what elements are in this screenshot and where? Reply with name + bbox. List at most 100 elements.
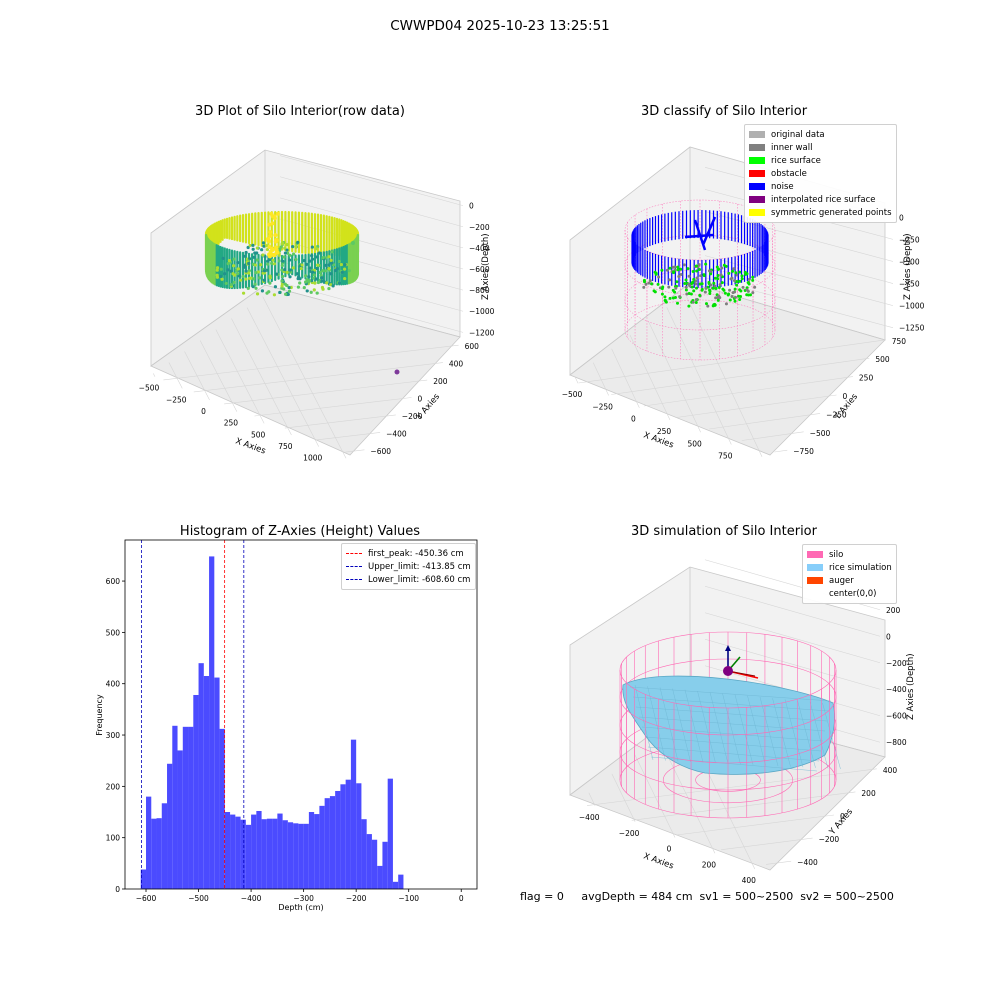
data-point xyxy=(251,285,255,289)
rice-point xyxy=(665,268,669,272)
legend-label: Lower_limit: -608.60 cm xyxy=(368,574,471,585)
x-axis-label: Depth (cm) xyxy=(278,903,323,912)
x-tick-label: 200 xyxy=(702,860,717,869)
data-point xyxy=(314,247,319,251)
y-tick-labels: 0 100 200 300 400 500 600 xyxy=(106,577,125,894)
data-point xyxy=(325,281,329,285)
data-point xyxy=(316,280,321,285)
data-point xyxy=(272,214,277,219)
rice-point xyxy=(718,296,722,300)
rice-point xyxy=(660,268,664,272)
rice-point xyxy=(728,288,732,292)
rice-point xyxy=(716,296,720,300)
rice-point xyxy=(654,272,658,276)
data-point xyxy=(331,284,335,288)
z-tick-label: 0 xyxy=(899,213,904,222)
rice-point xyxy=(751,278,755,282)
rice-point xyxy=(751,291,755,295)
rice-point xyxy=(678,295,682,299)
legend-label: symmetric generated points xyxy=(771,207,892,218)
data-point xyxy=(265,247,270,252)
legend-label: obstacle xyxy=(771,168,807,179)
z-tick-label: −750 xyxy=(899,280,920,289)
data-point xyxy=(321,287,325,291)
z-tick-label: −500 xyxy=(899,257,920,266)
rice-point xyxy=(676,265,680,269)
rice-point xyxy=(644,282,648,286)
z-tick-label: −400 xyxy=(886,685,907,694)
noise-points xyxy=(631,210,769,288)
rice-point xyxy=(673,290,677,294)
data-point xyxy=(308,279,312,283)
y-tick-label: 200 xyxy=(106,782,121,791)
rice-point xyxy=(720,266,724,270)
histogram-bar xyxy=(392,881,399,889)
rice-point xyxy=(697,263,701,267)
z-tick-label: −1000 xyxy=(899,302,925,311)
histogram-bar xyxy=(261,819,267,889)
data-point xyxy=(219,274,223,279)
rice-point xyxy=(694,300,698,304)
data-point xyxy=(268,230,273,235)
data-point xyxy=(223,272,227,276)
data-point xyxy=(315,263,320,267)
data-point xyxy=(317,251,321,255)
z-tick-label: −1200 xyxy=(469,328,495,337)
data-point xyxy=(244,250,248,255)
data-point xyxy=(310,245,314,249)
data-point xyxy=(242,254,246,258)
data-point xyxy=(270,221,275,226)
data-point xyxy=(330,261,334,265)
histogram-bar xyxy=(172,725,178,889)
data-point xyxy=(285,243,289,247)
rice-point xyxy=(728,298,732,302)
data-point xyxy=(339,262,343,267)
rice-point xyxy=(718,283,722,287)
mesh-line xyxy=(809,701,829,769)
raw-data-3d-plot: −500−250025050075010001250 −600−400−2000… xyxy=(139,149,495,463)
x-tick-label: −400 xyxy=(579,813,600,822)
z-tick-labels: 0 −250 −500 −750 −1000 −1250 xyxy=(899,213,925,332)
rice-point xyxy=(685,292,689,296)
legend-entry: noise xyxy=(749,180,892,193)
rice-point xyxy=(675,301,679,305)
histogram-bar xyxy=(371,839,378,889)
legend-entry: first_peak: -450.36 cm xyxy=(346,547,471,560)
rice-point xyxy=(745,288,749,292)
x-axis-label: X Axies xyxy=(642,851,675,871)
data-point xyxy=(291,252,296,256)
x-tick-label: −300 xyxy=(293,894,314,903)
data-point xyxy=(271,258,275,262)
z-tick-label: −1250 xyxy=(899,324,925,333)
histogram-bar xyxy=(277,813,283,889)
legend-label: first_peak: -450.36 cm xyxy=(368,548,464,559)
rice-point xyxy=(695,269,699,273)
data-point xyxy=(232,280,236,284)
histogram-bar xyxy=(182,726,189,889)
data-point xyxy=(337,259,342,264)
z-axis-label: Z Axies (Depth) xyxy=(481,233,491,300)
rice-point xyxy=(660,292,664,296)
rice-point xyxy=(698,267,702,271)
histogram-bar xyxy=(377,865,383,889)
rice-point xyxy=(691,300,695,304)
legend-entry: Lower_limit: -608.60 cm xyxy=(346,573,471,586)
data-point xyxy=(261,241,266,245)
histogram-bar xyxy=(298,823,304,889)
rice-point xyxy=(709,269,713,273)
mesh-line xyxy=(709,692,729,764)
data-point xyxy=(314,277,318,281)
data-point xyxy=(291,245,295,249)
legend-label: original data xyxy=(771,129,825,140)
data-point xyxy=(266,262,270,266)
data-point xyxy=(307,275,311,279)
rice-point xyxy=(716,273,720,277)
y-tick-label: 0 xyxy=(418,395,423,404)
data-point xyxy=(288,275,292,279)
data-point xyxy=(288,253,292,257)
data-point xyxy=(268,281,272,285)
data-point xyxy=(281,274,285,279)
rice-point xyxy=(683,281,687,285)
histogram-bar xyxy=(335,790,341,889)
data-point xyxy=(236,267,240,271)
